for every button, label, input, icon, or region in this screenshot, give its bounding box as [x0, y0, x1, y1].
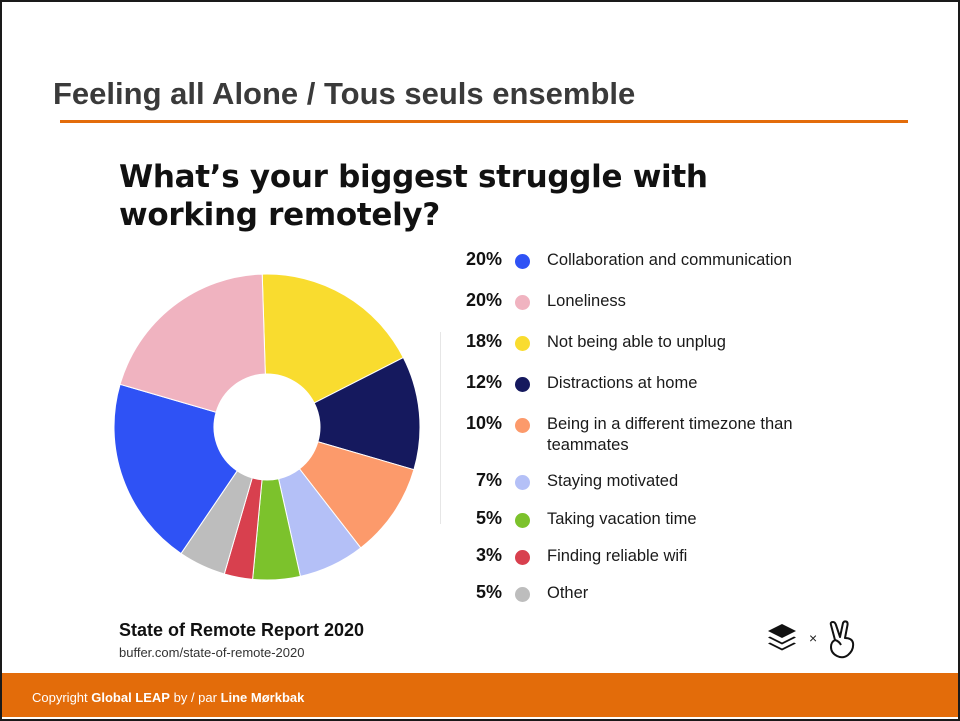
- legend-swatch: [515, 336, 530, 351]
- legend-value: 12%: [465, 372, 502, 392]
- footer-author: Line Mørkbak: [220, 690, 305, 705]
- legend-label: Staying motivated: [547, 472, 679, 490]
- pie-slice-not-being-able-to-unplug: [261, 273, 404, 404]
- legend-divider: [440, 332, 441, 524]
- buffer-logo-icon: [768, 624, 796, 651]
- pie-slice-collaboration-and-communication: [113, 383, 238, 555]
- angellist-logo-icon: [829, 620, 855, 659]
- legend-swatch: [515, 587, 530, 602]
- legend-swatch: [515, 254, 530, 269]
- legend-swatch: [515, 295, 530, 310]
- legend-value: 18%: [465, 331, 502, 351]
- legend-value: 7%: [475, 470, 502, 490]
- footer-bar: Copyright Global LEAP by / par Line Mørk…: [2, 673, 958, 717]
- legend-label: Other: [547, 584, 589, 602]
- legend-label: Collaboration and communication: [547, 251, 792, 269]
- legend-value: 5%: [475, 508, 502, 528]
- footer-middle: by / par: [169, 690, 221, 705]
- legend-label: Distractions at home: [547, 374, 698, 392]
- partner-logos: ×: [762, 620, 862, 660]
- legend-label: Loneliness: [547, 292, 626, 310]
- legend-swatch: [515, 418, 530, 433]
- chart-title: What’s your biggest struggle with workin…: [119, 159, 708, 233]
- legend-value: 5%: [475, 582, 502, 602]
- pie-slice-distractions-at-home: [313, 356, 421, 471]
- footer-prefix: Copyright: [32, 690, 92, 705]
- legend-value: 20%: [465, 290, 502, 310]
- legend-value: 3%: [475, 545, 502, 565]
- legend-swatch: [515, 377, 530, 392]
- legend-value: 20%: [465, 249, 502, 269]
- title-divider: [60, 120, 908, 123]
- legend-swatch: [515, 475, 530, 490]
- source-report-title: State of Remote Report 2020: [119, 620, 365, 640]
- pie-slice-loneliness: [119, 273, 266, 413]
- legend-label: Not being able to unplug: [547, 333, 726, 351]
- legend-label: Being in a different timezone than teamm…: [547, 415, 793, 454]
- logo-separator: ×: [809, 630, 818, 646]
- legend-value: 10%: [465, 413, 502, 433]
- legend-swatch: [515, 513, 530, 528]
- legend-label: Taking vacation time: [547, 510, 697, 528]
- footer-copyright: Copyright Global LEAP by / par Line Mørk…: [32, 690, 304, 705]
- legend-label: Finding reliable wifi: [547, 547, 688, 565]
- footer-org: Global LEAP: [91, 690, 170, 705]
- legend-swatch: [515, 550, 530, 565]
- slide-title: Feeling all Alone / Tous seuls ensemble: [53, 76, 636, 111]
- source-url: buffer.com/state-of-remote-2020: [119, 645, 305, 660]
